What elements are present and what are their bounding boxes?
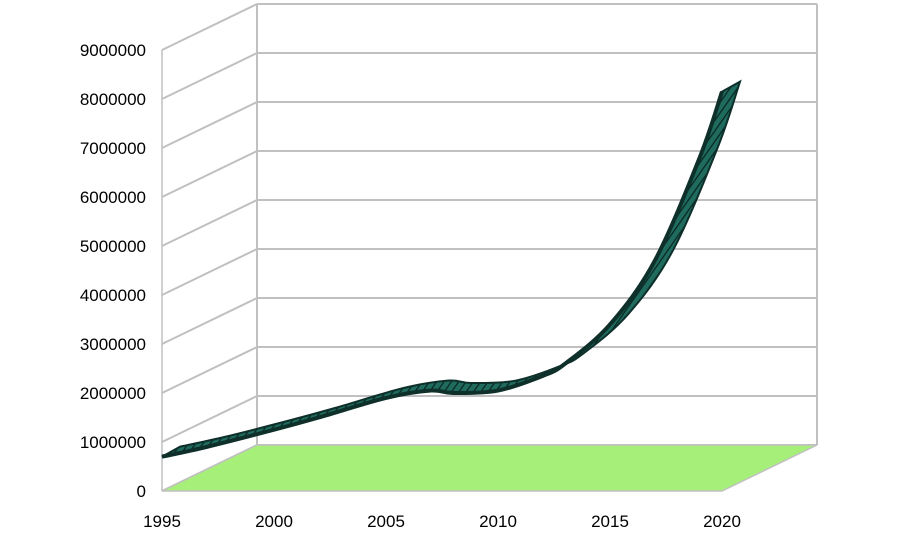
x-tick-label: 2020 (703, 512, 741, 531)
side-gridline (161, 150, 258, 198)
side-gridline (161, 346, 258, 394)
y-axis-ticks: 0 1000000 2000000 3000000 4000000 5000000 6000… (80, 41, 146, 501)
x-tick-label: 2000 (255, 512, 293, 531)
y-tick-label: 2000000 (80, 384, 146, 403)
side-gridline (161, 3, 258, 51)
side-gridline (161, 199, 258, 247)
y-tick-label: 5000000 (80, 237, 146, 256)
y-tick-label: 9000000 (80, 41, 146, 60)
y-tick-label: 8000000 (80, 90, 146, 109)
y-tick-label: 4000000 (80, 286, 146, 305)
y-tick-label: 6000000 (80, 188, 146, 207)
y-tick-label: 1000000 (80, 433, 146, 452)
side-gridline (161, 297, 258, 345)
x-tick-label: 1995 (143, 512, 181, 531)
chart-walls (161, 3, 818, 492)
side-gridline (161, 101, 258, 149)
series-ribbon (161, 79, 742, 459)
chart-floor (161, 444, 818, 492)
y-tick-label: 0 (137, 482, 146, 501)
y-tick-label: 7000000 (80, 139, 146, 158)
side-gridline (161, 248, 258, 296)
x-axis-ticks: 1995 2000 2005 2010 2015 2020 (143, 512, 741, 531)
series-line-front (161, 91, 724, 459)
x-tick-label: 2015 (591, 512, 629, 531)
x-tick-label: 2005 (367, 512, 405, 531)
floor-plane (161, 444, 818, 492)
side-gridline (161, 52, 258, 100)
side-gridline (161, 395, 258, 443)
x-tick-label: 2010 (479, 512, 517, 531)
y-tick-label: 3000000 (80, 335, 146, 354)
